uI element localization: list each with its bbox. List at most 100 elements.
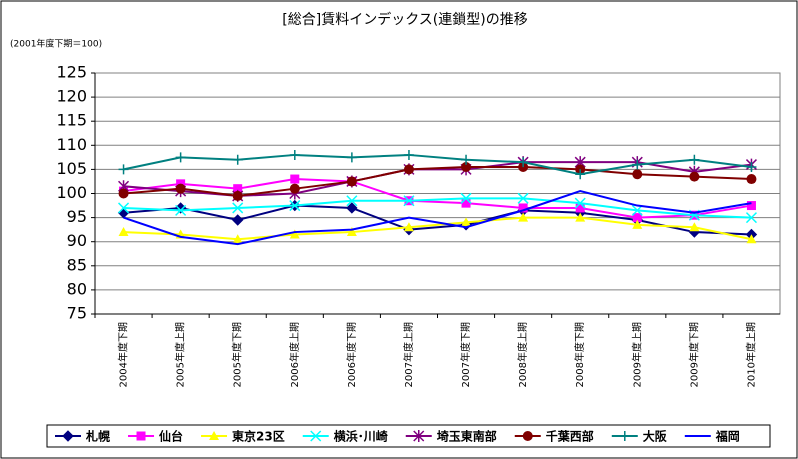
marker — [518, 203, 528, 213]
legend-label: 横浜･川崎 — [334, 429, 388, 444]
marker — [461, 198, 471, 208]
marker — [745, 212, 757, 224]
series-line — [123, 190, 752, 246]
legend-label: 札幌 — [85, 429, 110, 444]
y-tick-label: 115 — [56, 111, 87, 130]
marker — [746, 234, 757, 244]
series — [118, 161, 757, 201]
marker — [62, 430, 74, 442]
marker — [746, 174, 757, 185]
marker — [289, 149, 300, 160]
marker — [136, 431, 146, 441]
marker — [522, 431, 533, 441]
y-tick-label: 100 — [56, 183, 87, 202]
legend-label: 福岡 — [715, 429, 740, 444]
marker — [310, 430, 322, 442]
series-line — [123, 165, 752, 197]
marker — [232, 234, 243, 244]
marker — [118, 227, 129, 237]
marker — [461, 154, 472, 165]
x-tick-label: 2005年度下期 — [231, 322, 244, 387]
marker — [118, 164, 129, 175]
marker — [118, 188, 129, 199]
y-tick-label: 95 — [67, 207, 87, 226]
marker — [175, 204, 187, 216]
marker — [632, 219, 643, 229]
series-line — [123, 204, 752, 236]
marker — [575, 203, 585, 213]
marker — [232, 154, 243, 165]
x-tick-label: 2008年度上期 — [516, 322, 529, 387]
series-line — [123, 153, 752, 176]
marker — [575, 212, 586, 222]
marker — [346, 152, 357, 163]
marker — [689, 171, 700, 182]
marker — [289, 183, 300, 194]
series — [118, 192, 757, 224]
marker — [403, 164, 414, 175]
y-tick-label: 120 — [56, 87, 87, 106]
marker — [346, 176, 357, 187]
marker — [232, 190, 243, 201]
legend-label: 大阪 — [643, 429, 668, 444]
marker — [632, 159, 643, 170]
series-line — [123, 216, 752, 241]
y-tick-label: 85 — [67, 255, 87, 274]
marker — [232, 214, 244, 226]
y-tick-label: 105 — [56, 159, 87, 178]
marker — [233, 184, 243, 194]
y-tick-label: 80 — [67, 279, 87, 298]
marker — [461, 161, 472, 172]
series — [118, 149, 757, 180]
x-tick-label: 2007年度上期 — [402, 322, 415, 387]
marker — [232, 202, 244, 214]
y-tick-label: 75 — [67, 304, 87, 323]
series — [118, 212, 757, 244]
x-tick-label: 2007年度下期 — [459, 322, 472, 387]
x-tick-label: 2009年度下期 — [687, 322, 700, 387]
marker — [574, 197, 586, 209]
chart-subtitle: (2001年度下期＝100) — [10, 38, 102, 50]
x-tick-label: 2008年度下期 — [573, 322, 586, 387]
marker — [518, 212, 529, 222]
legend-label: 仙台 — [159, 429, 183, 444]
x-tick-label: 2004年度下期 — [117, 322, 130, 387]
chart-title: [総合]賃料インデックス(連鎖型)の推移 — [282, 11, 527, 28]
marker — [575, 169, 586, 180]
marker — [175, 183, 186, 194]
x-tick-label: 2005年度上期 — [174, 322, 187, 387]
marker — [631, 204, 643, 216]
y-tick-label: 110 — [56, 135, 87, 154]
x-tick-label: 2009年度上期 — [630, 322, 643, 387]
marker — [518, 157, 529, 168]
marker — [689, 222, 700, 232]
marker — [209, 431, 220, 440]
x-tick-label: 2006年度下期 — [345, 322, 358, 387]
legend-label: 東京23区 — [232, 429, 285, 444]
marker — [346, 227, 357, 237]
marker — [403, 149, 414, 160]
marker — [632, 213, 642, 223]
series-line — [123, 197, 752, 219]
marker — [689, 154, 700, 165]
marker — [619, 431, 630, 441]
series — [123, 190, 752, 246]
marker — [403, 222, 414, 232]
marker — [290, 174, 300, 184]
marker — [346, 202, 358, 214]
marker — [346, 195, 358, 207]
marker — [289, 200, 301, 212]
x-tick-label: 2010年度上期 — [744, 322, 757, 387]
marker — [460, 192, 472, 204]
marker — [413, 430, 425, 442]
series-line — [123, 178, 752, 219]
x-tick-label: 2006年度上期 — [288, 322, 301, 387]
y-tick-label: 125 — [56, 63, 87, 82]
marker — [175, 152, 186, 163]
y-tick-label: 90 — [67, 231, 87, 250]
marker — [746, 201, 756, 211]
marker — [517, 192, 529, 204]
marker — [118, 202, 130, 214]
